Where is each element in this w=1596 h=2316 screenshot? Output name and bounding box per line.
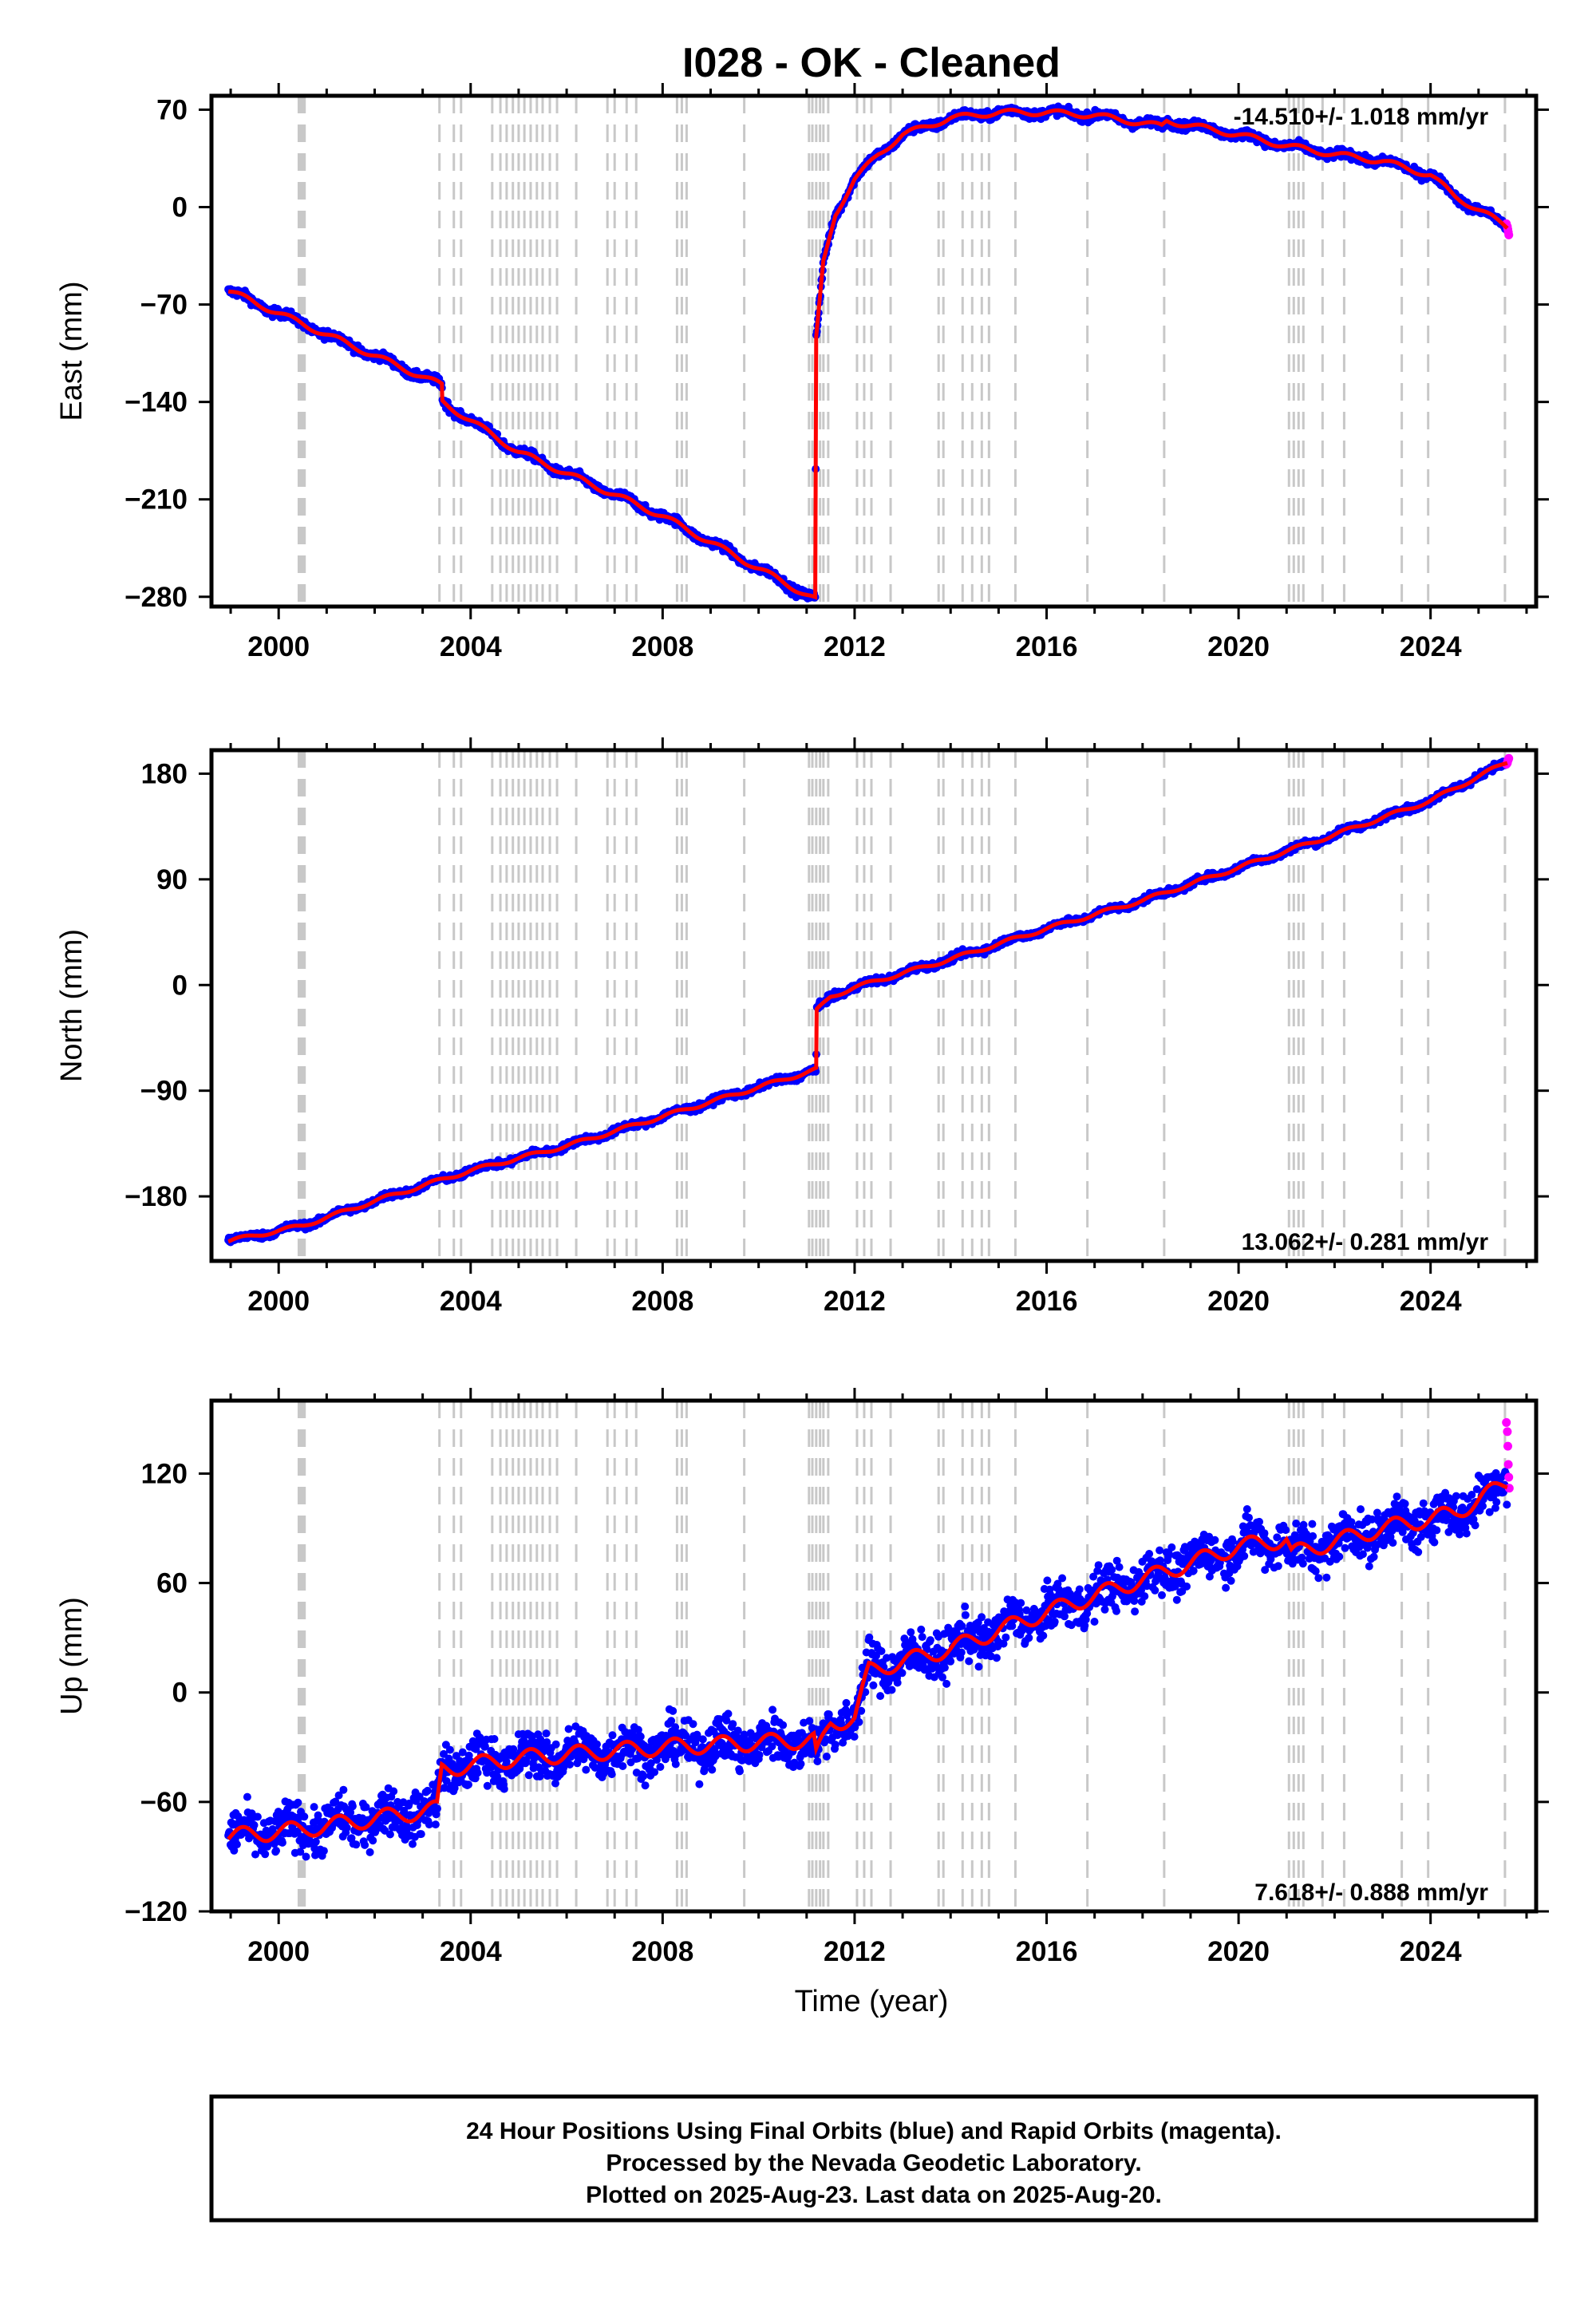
daily-position-point — [310, 1803, 318, 1812]
y-tick-label: 0 — [172, 970, 188, 1001]
north-panel: 2000 2004 2008 2012 2016 2020 2024 180 90 0 −90 −18… — [55, 737, 1549, 1317]
y-tick-label: −180 — [124, 1181, 188, 1212]
rapid-position-point — [1504, 230, 1514, 239]
daily-position-point — [272, 1847, 280, 1855]
x-tick-label: 2000 — [247, 1286, 310, 1317]
y-tick-label: 70 — [156, 94, 188, 125]
x-tick-label: 2000 — [247, 631, 310, 662]
x-tick-label: 2008 — [631, 1286, 693, 1317]
x-tick-label: 2016 — [1016, 631, 1078, 662]
daily-position-point — [243, 1792, 251, 1801]
up-panel: 2000 2004 2008 2012 2016 2020 2024120600−60−12… — [55, 1388, 1549, 1967]
plot-frame — [209, 93, 1539, 609]
x-tick-label: 2004 — [440, 1286, 502, 1317]
x-tick-label: 2012 — [824, 1286, 886, 1317]
y-tick-label: 90 — [156, 864, 188, 895]
y-tick-label: −140 — [124, 387, 188, 418]
daily-position-point — [302, 1852, 310, 1861]
y-tick-label: −70 — [140, 290, 188, 321]
daily-position-point — [278, 1838, 286, 1847]
daily-position-point — [261, 1850, 270, 1859]
velocity-rate-label: -14.510+/- 1.018 mm/yr — [1234, 104, 1489, 130]
x-tick-label: 2008 — [631, 631, 693, 662]
figure-title: I028 - OK - Cleaned — [682, 40, 1061, 86]
daily-position-point — [294, 1798, 302, 1807]
x-tick-label: 2020 — [1207, 1286, 1270, 1317]
y-tick-label: −280 — [124, 582, 188, 613]
plot-area — [211, 96, 1536, 607]
y-tick-label: 0 — [172, 192, 188, 223]
velocity-rate-label: 13.062+/- 0.281 mm/yr — [1242, 1229, 1489, 1255]
daily-position-point — [311, 1837, 320, 1846]
y-tick-label: −90 — [140, 1076, 188, 1107]
daily-position-point — [300, 1812, 309, 1821]
daily-position-point — [319, 1847, 328, 1856]
x-tick-label: 2012 — [824, 631, 886, 662]
y-tick-label: 180 — [141, 758, 188, 789]
daily-position-point — [253, 1812, 262, 1821]
daily-position-point — [250, 1820, 259, 1829]
x-tick-label: 2020 — [1207, 631, 1270, 662]
model-fit-line — [227, 107, 1509, 600]
x-tick-label: 2004 — [440, 631, 502, 662]
y-axis-label: North (mm) — [55, 929, 89, 1082]
y-axis-label: East (mm) — [55, 281, 89, 421]
y-tick-label: −210 — [124, 484, 188, 516]
daily-position-point — [232, 1840, 241, 1849]
x-tick-label: 2016 — [1016, 1286, 1078, 1317]
east-panel: 2000 2004 2008 2012 2016 2020 2024 70 0 −70 −140 −2… — [55, 83, 1549, 662]
x-tick-label: 2024 — [1400, 1286, 1462, 1317]
x-tick-label: 2024 — [1400, 631, 1462, 662]
